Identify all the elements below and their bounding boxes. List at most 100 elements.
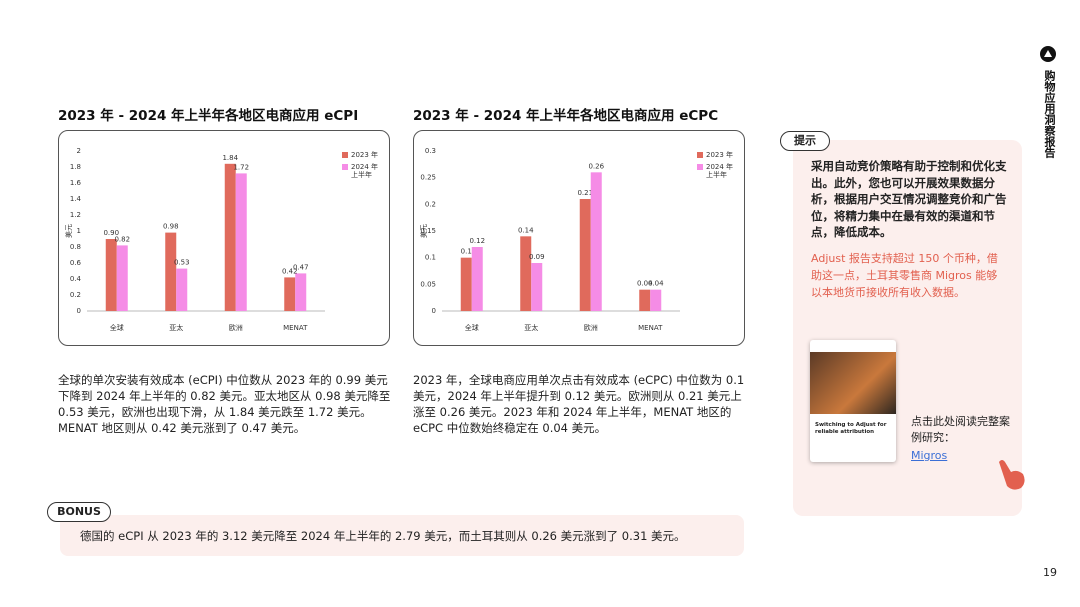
- y-tick-label: 0.15: [420, 227, 436, 235]
- legend-item: 2023 年: [342, 151, 381, 159]
- bar: [579, 199, 591, 311]
- x-tick-label: 亚太: [169, 323, 183, 332]
- bar: [176, 268, 188, 311]
- bar: [471, 247, 483, 311]
- y-tick-label: 0.8: [70, 243, 81, 251]
- value-label: 0.42: [282, 267, 298, 275]
- value-label: 0.53: [174, 259, 190, 267]
- chart-title: 2023 年 - 2024 年上半年各地区电商应用 eCPI: [58, 108, 359, 124]
- chart: 美元 0 0.2 0.4 0.6 0.8 1 1.2 1.4 1.6 1.8 2 全球 0.900.82 亚…: [64, 147, 325, 332]
- y-tick-label: 0.25: [420, 174, 436, 182]
- text: 全球的单次安装有效成本 (eCPI) 中位数从 2023 年的 0.99 美元下…: [58, 373, 391, 419]
- y-tick-label: 0.6: [70, 259, 82, 267]
- value-label: 0.47: [293, 263, 309, 271]
- note-text: Adjust 报告支持超过 150 个币种，借助这一点，土耳其零售商 Migro…: [811, 252, 998, 299]
- legend: 2023 年 2024 年上半年: [342, 151, 381, 183]
- bar: [224, 163, 236, 311]
- text: MENAT 地区则从 0.42 美元涨到了 0.47 美元。: [58, 421, 306, 435]
- chart-box: 美元 0 0.2 0.4 0.6 0.8 1 1.2 1.4 1.6 1.8 2 全球 0.90 0.82 亚…: [58, 130, 390, 346]
- bonus-box: 德国的 eCPI 从 2023 年的 3.12 美元降至 2024 年上半年的 …: [60, 515, 744, 556]
- legend-label: 2023 年: [351, 151, 379, 159]
- y-tick-label: 1: [77, 227, 81, 235]
- y-tick-label: 2: [77, 147, 81, 155]
- chart-box: 美元 0 0.05 0.1 0.15 0.2 0.25 0.3 全球 0.1 0.12 亚太 0.14 0…: [413, 130, 745, 346]
- value-label: 0.04: [648, 280, 664, 288]
- legend-swatch: [342, 152, 348, 158]
- x-tick-label: MENAT: [283, 324, 308, 332]
- value-label: 0.26: [588, 162, 604, 170]
- legend-swatch: [697, 152, 703, 158]
- y-tick-label: 0.2: [425, 200, 436, 208]
- value-label: 0.21: [577, 189, 593, 197]
- y-tick-label: 0: [77, 307, 81, 315]
- cover-image: [810, 352, 896, 414]
- bar: [639, 289, 651, 311]
- legend-label: 2024 年上半年: [351, 163, 379, 179]
- hand-icon: [999, 460, 1025, 490]
- y-tick-label: 1.4: [70, 195, 82, 203]
- chart: 美元 0 0.05 0.1 0.15 0.2 0.25 0.3 全球 0.1 0.12 亚太 0.14 0…: [419, 147, 680, 332]
- paragraph: 2023 年，全球电商应用单次点击有效成本 (eCPC) 中位数为 0.1 美元…: [413, 373, 745, 435]
- x-tick-label: 欧洲: [229, 323, 243, 332]
- value-label: 0.98: [163, 223, 179, 231]
- tip-label: 提示: [780, 131, 830, 151]
- legend-item: 2023 年: [697, 151, 736, 159]
- legend-swatch: [342, 164, 348, 170]
- y-tick-label: 0.1: [425, 254, 436, 262]
- legend-label: 2024 年上半年: [706, 163, 734, 179]
- bar: [650, 289, 662, 311]
- report-title: 购物应用洞察报告: [1043, 70, 1056, 158]
- value-label: 0.90: [103, 229, 119, 237]
- value-label: 0.82: [114, 235, 130, 243]
- y-tick-label: 0.4: [70, 275, 82, 283]
- y-tick-label: 1.6: [70, 179, 82, 187]
- value-label: 1.72: [233, 163, 249, 171]
- x-tick-label: 全球: [110, 323, 124, 332]
- x-tick-label: 欧洲: [584, 323, 598, 332]
- bar: [105, 239, 117, 311]
- value-label: 0.1: [461, 248, 472, 256]
- legend-item: 2024 年上半年: [697, 163, 736, 179]
- value-label: 0.12: [469, 237, 485, 245]
- legend: 2023 年 2024 年上半年: [697, 151, 736, 183]
- bar: [460, 257, 472, 311]
- page-number: 19: [1043, 566, 1057, 579]
- value-label: 0.14: [518, 226, 534, 234]
- x-tick-label: 亚太: [524, 323, 538, 332]
- y-tick-label: 1.2: [70, 211, 81, 219]
- bar: [520, 236, 532, 311]
- value-label: 0.09: [529, 253, 545, 261]
- bar: [235, 173, 247, 311]
- bar: [165, 232, 177, 311]
- x-tick-label: MENAT: [638, 324, 663, 332]
- case-study-cover[interactable]: Switching to Adjust for reliable attribu…: [810, 340, 896, 462]
- x-tick-label: 全球: [465, 323, 479, 332]
- y-tick-label: 1.8: [70, 163, 81, 171]
- value-label: 1.84: [222, 154, 238, 162]
- bar: [295, 273, 307, 311]
- paragraph: 全球的单次安装有效成本 (eCPI) 中位数从 2023 年的 0.99 美元下…: [58, 372, 392, 436]
- value-label: 0.04: [637, 280, 653, 288]
- y-axis-title: 美元: [64, 224, 73, 238]
- y-axis-title: 美元: [419, 224, 428, 238]
- case-title: Switching to Adjust for reliable attribu…: [815, 422, 887, 435]
- bar: [116, 245, 128, 311]
- sidebar: 采用自动竞价策略有助于控制和优化支出。此外，您也可以开展效果数据分析，根据用户交…: [793, 140, 1025, 516]
- legend-swatch: [697, 164, 703, 170]
- tip-text: 采用自动竞价策略有助于控制和优化支出。此外，您也可以开展效果数据分析，根据用户交…: [811, 159, 1007, 239]
- case-link[interactable]: Migros: [911, 449, 948, 462]
- legend-item: 2024 年上半年: [342, 163, 381, 179]
- logo: [1040, 46, 1056, 62]
- y-tick-label: 0.2: [70, 291, 81, 299]
- y-tick-label: 0.3: [425, 147, 436, 155]
- y-tick-label: 0: [432, 307, 436, 315]
- bar: [284, 277, 296, 311]
- bonus-text: 德国的 eCPI 从 2023 年的 3.12 美元降至 2024 年上半年的 …: [80, 529, 686, 543]
- legend-label: 2023 年: [706, 151, 734, 159]
- bar: [531, 263, 543, 311]
- y-tick-label: 0.05: [420, 280, 436, 288]
- chart-title: 2023 年 - 2024 年上半年各地区电商应用 eCPC: [413, 108, 719, 124]
- bonus-label: BONUS: [47, 502, 111, 522]
- bar: [590, 172, 602, 311]
